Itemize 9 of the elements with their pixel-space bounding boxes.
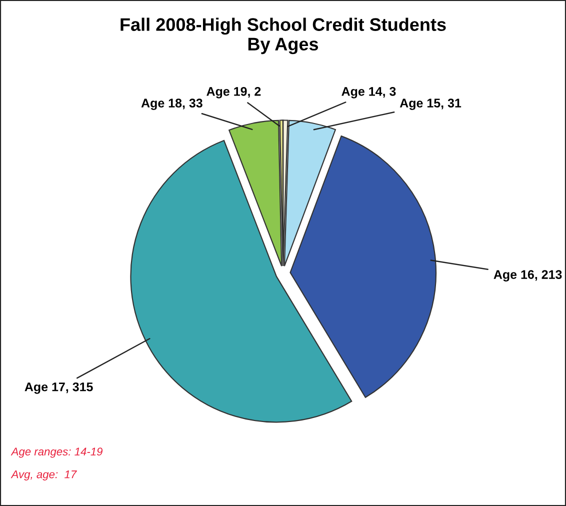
slice-label: Age 18, 33 (141, 98, 202, 110)
slice-label: Age 19, 2 (206, 86, 261, 98)
slice-label: Age 16, 213 (494, 270, 562, 282)
slice-label: Age 17, 315 (24, 382, 93, 394)
text: Age ranges: 14-19 (10, 448, 103, 458)
slice-label: Age 14, 3 (342, 86, 396, 98)
chart-title: Fall 2008-High School Credit Students By Ages (120, 18, 446, 54)
slice-label: Age 15, 31 (400, 98, 462, 110)
text: Avg, age: 17 (10, 470, 77, 480)
